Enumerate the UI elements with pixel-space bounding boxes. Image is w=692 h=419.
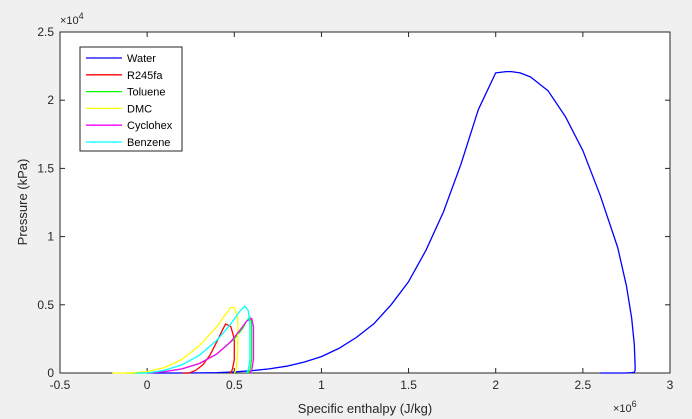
legend-entries: Water R245fa Toluene DMC Cyclohex Benzene (86, 53, 173, 149)
x-tick-label: 0.5 (226, 378, 243, 392)
y-exponent-power: 4 (79, 11, 84, 21)
x-tick-label: 2.5 (575, 378, 592, 392)
x-exponent-power: 6 (632, 399, 637, 409)
y-tick-label: 0.5 (37, 298, 54, 312)
series-line-dmc (112, 306, 239, 374)
x-exponent: ×106 (613, 399, 637, 415)
x-exponent-base: ×10 (613, 403, 632, 415)
y-exponent-base: ×10 (60, 15, 79, 27)
x-tick-label: 0 (144, 378, 151, 392)
y-tick-label: 1.5 (37, 161, 54, 175)
legend-label-benzene: Benzene (127, 137, 170, 149)
y-tick-label: 1 (47, 230, 54, 244)
y-tick-label: 2 (47, 93, 54, 107)
legend-box (79, 46, 183, 152)
x-axis-label: Specific enthalpy (J/kg) (298, 401, 432, 416)
x-tick-label: 2 (492, 378, 499, 392)
legend-label-dmc: DMC (127, 103, 152, 115)
series-line-water (147, 70, 636, 374)
x-tick-label: 1.5 (400, 378, 417, 392)
legend[interactable]: Water R245fa Toluene DMC Cyclohex Benzene (79, 46, 183, 152)
series-line-cyclohex (147, 317, 255, 374)
x-tick-label: -0.5 (50, 378, 71, 392)
y-axis-ticks: 0 0.5 1 1.5 2 2.5 (37, 25, 670, 380)
series-line-r245fa (182, 323, 235, 374)
series-line-benzene (136, 305, 251, 374)
legend-label-r245fa: R245fa (127, 70, 163, 82)
x-axis-ticks: -0.5 0 0.5 1 1.5 2 2.5 3 (50, 32, 674, 392)
x-tick-label: 3 (667, 378, 674, 392)
legend-label-water: Water (127, 53, 156, 65)
y-exponent: ×104 (60, 11, 84, 27)
legend-label-toluene: Toluene (127, 87, 166, 99)
x-tick-label: 1 (318, 378, 325, 392)
legend-label-cyclohex: Cyclohex (127, 120, 173, 132)
y-tick-label: 0 (47, 366, 54, 380)
y-axis-label: Pressure (kPa) (15, 159, 30, 246)
y-tick-label: 2.5 (37, 25, 54, 39)
series-lines (112, 70, 636, 374)
